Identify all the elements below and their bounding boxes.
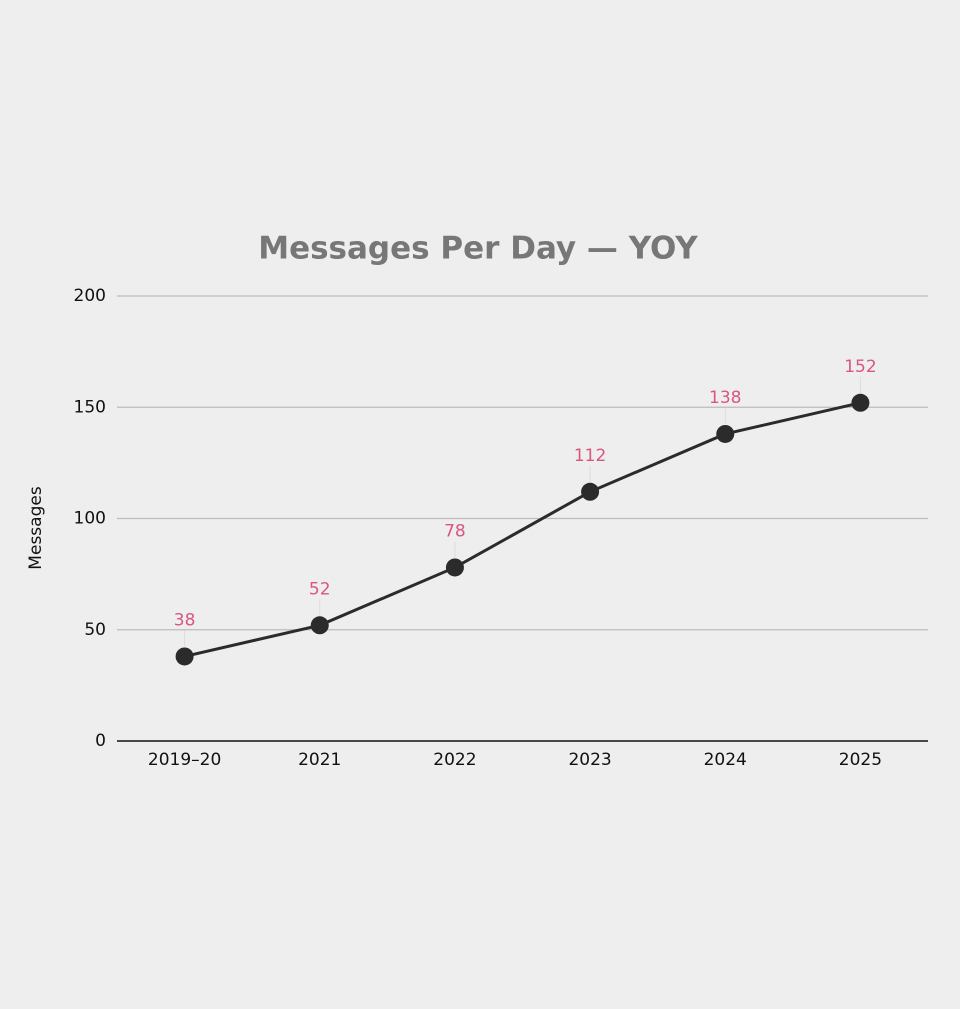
point [175,647,194,666]
y-tick-label: 50 [84,620,106,640]
data-label: 38 [174,610,196,630]
data-label: 78 [444,521,466,541]
y-axis-label: Messages [26,486,46,570]
x-tick-label: 2019–20 [148,750,221,770]
point [716,424,735,443]
x-tick-label: 2024 [704,750,747,770]
data-label: 52 [309,579,331,599]
point [581,482,600,501]
y-tick-label: 100 [74,509,106,529]
point [445,558,464,577]
x-tick-label: 2022 [433,750,476,770]
x-tick-label: 2025 [839,750,882,770]
y-tick-label: 0 [95,731,106,751]
data-label: 152 [844,357,876,377]
x-tick-label: 2023 [568,750,611,770]
point [851,393,870,412]
chart-title: Messages Per Day — YOY [258,231,698,267]
line [184,401,861,658]
data-label: 112 [574,446,606,466]
x-tick-label: 2021 [298,750,341,770]
point [310,616,329,635]
y-tick-label: 200 [74,286,106,306]
y-tick-label: 150 [74,397,106,417]
data-label: 138 [709,388,741,408]
